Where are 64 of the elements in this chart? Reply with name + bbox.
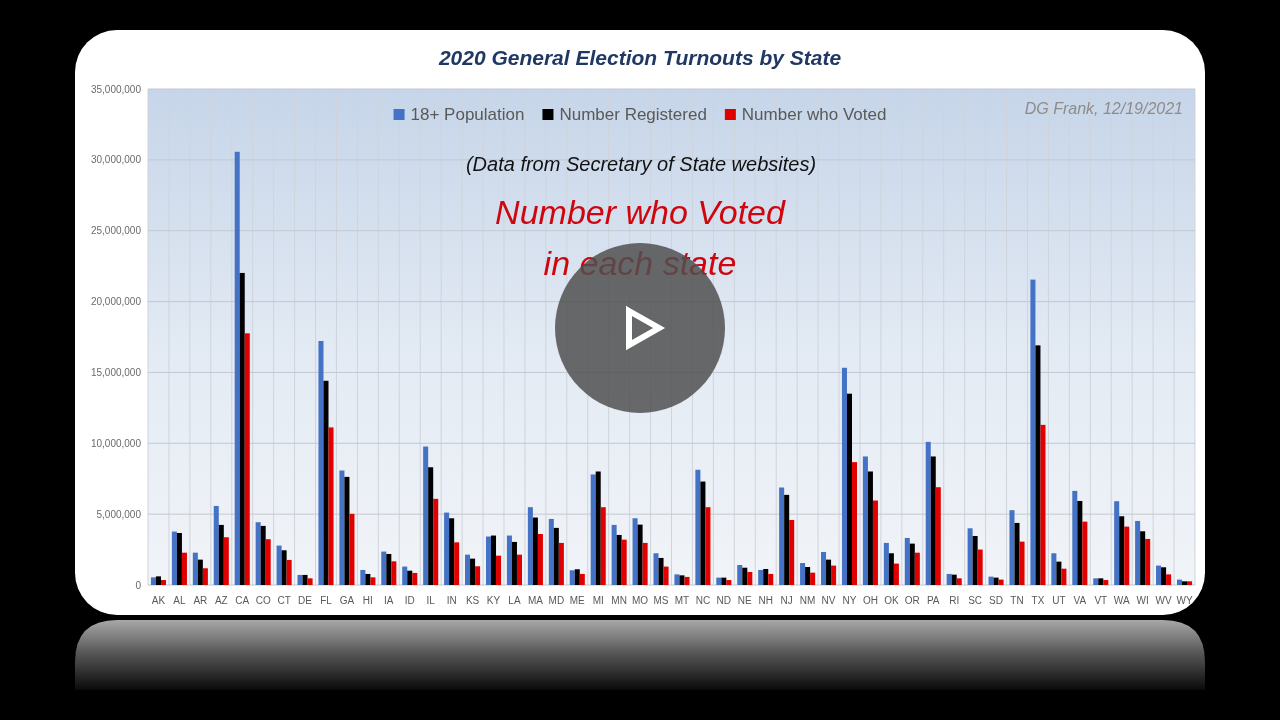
x-tick-label: NM [799,595,816,606]
annotation: (Data from Secretary of State websites) [465,153,817,175]
x-tick-label: MN [611,595,627,606]
x-tick-label: CO [255,595,271,606]
x-tick-label: AL [173,595,186,606]
x-tick-label: SC [968,595,983,606]
x-tick-label: MT [674,595,690,606]
x-tick-label: IA [384,595,394,606]
x-tick-label: FL [320,595,333,606]
x-tick-label: NJ [780,595,793,606]
y-tick-label: 10,000,000 [90,437,142,449]
y-tick-label: 5,000,000 [96,508,142,520]
y-tick-label: 25,000,000 [90,225,142,237]
x-tick-label: PA [926,595,940,606]
x-tick-label: CT [277,595,291,606]
x-tick-label: NH [758,595,773,606]
x-tick-label: RI [949,595,960,606]
x-tick-label: VA [1073,595,1087,606]
x-tick-label: IL [426,595,436,606]
x-tick-label: MI [592,595,604,606]
x-tick-label: WA [1113,595,1130,606]
y-tick-label: 20,000,000 [90,296,142,308]
x-tick-label: MD [548,595,565,606]
x-tick-label: OR [904,595,920,606]
x-tick-label: ND [716,595,732,606]
annotation: DG Frank, 12/19/2021 [1024,100,1183,117]
x-tick-label: NE [737,595,753,606]
x-tick-label: KS [465,595,480,606]
x-tick-label: ME [569,595,586,606]
x-tick-label: AR [193,595,208,606]
x-tick-label: OH [862,595,878,606]
x-tick-label: MS [653,595,669,606]
x-tick-label: WI [1136,595,1149,606]
x-tick-label: AZ [214,595,228,606]
x-tick-label: NY [842,595,857,606]
x-tick-label: DE [298,595,313,606]
x-tick-label: LA [508,595,521,606]
x-tick-label: MA [527,595,544,606]
legend-label: 18+ Population [410,105,525,124]
chart-title: 2020 General Election Turnouts by State [437,46,842,69]
x-tick-label: NV [821,595,836,606]
x-tick-label: TN [1010,595,1024,606]
legend-label: Number who Voted [741,105,887,124]
y-tick-label: 15,000,000 [90,366,142,378]
x-tick-label: CA [235,595,250,606]
y-tick-label: 0 [135,579,142,591]
y-tick-label: 30,000,000 [90,154,142,166]
legend-label: Number Registered [559,105,707,124]
x-tick-label: SD [989,595,1004,606]
x-tick-label: KY [486,595,501,606]
y-tick-label: 35,000,000 [90,83,142,95]
x-tick-label: TX [1031,595,1045,606]
x-tick-label: OK [884,595,899,606]
x-tick-label: IN [446,595,457,606]
x-tick-label: GA [339,595,355,606]
x-tick-label: WY [1176,595,1193,606]
x-tick-label: MO [632,595,649,606]
x-tick-label: AK [151,595,166,606]
x-tick-label: UT [1052,595,1066,606]
x-tick-label: HI [362,595,373,606]
x-tick-label: ID [404,595,415,606]
x-tick-label: WV [1155,595,1172,606]
x-tick-label: VT [1094,595,1108,606]
x-tick-label: NC [695,595,711,606]
